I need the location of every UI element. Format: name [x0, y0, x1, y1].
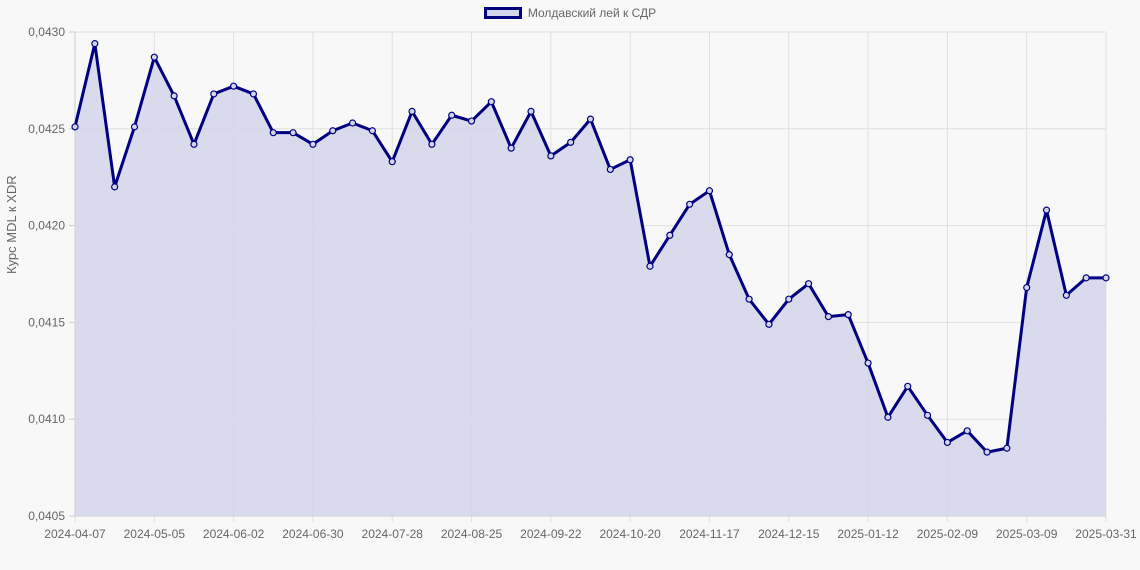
data-point[interactable] — [249, 90, 258, 98]
data-point[interactable] — [686, 200, 694, 208]
data-point[interactable] — [626, 156, 634, 164]
data-point[interactable] — [309, 140, 317, 148]
data-point[interactable] — [1003, 444, 1011, 452]
x-tick-label: 2024-05-05 — [124, 527, 186, 541]
data-point[interactable] — [348, 119, 357, 127]
data-point[interactable] — [368, 127, 377, 135]
x-tick-label: 2025-02-09 — [917, 527, 979, 541]
data-point[interactable] — [864, 359, 872, 367]
data-point[interactable] — [448, 111, 456, 119]
data-point[interactable] — [269, 129, 277, 137]
x-tick-label: 2025-03-09 — [996, 527, 1058, 541]
data-point[interactable] — [170, 92, 178, 100]
y-tick-label: 0,0405 — [28, 509, 65, 523]
data-point[interactable] — [507, 144, 515, 152]
data-point[interactable] — [646, 262, 654, 270]
area-fill — [75, 43, 1106, 517]
data-point[interactable] — [210, 90, 218, 98]
data-point[interactable] — [190, 140, 198, 148]
legend-swatch-icon — [483, 7, 522, 19]
x-tick-label: 2024-06-30 — [282, 527, 344, 541]
x-tick-label: 2024-09-22 — [520, 527, 582, 541]
data-point[interactable] — [467, 117, 476, 125]
data-point[interactable] — [289, 129, 297, 137]
data-point[interactable] — [963, 427, 971, 435]
data-point[interactable] — [428, 140, 436, 148]
x-tick-label: 2024-06-02 — [203, 527, 265, 541]
x-tick-label: 2024-10-20 — [599, 527, 661, 541]
data-point[interactable] — [111, 183, 119, 191]
data-point[interactable] — [71, 123, 79, 131]
x-tick-label: 2025-03-31 — [1075, 527, 1137, 541]
data-point[interactable] — [745, 295, 753, 303]
data-point[interactable] — [1062, 291, 1070, 299]
data-point[interactable] — [983, 448, 991, 456]
data-point[interactable] — [666, 231, 674, 239]
chart-legend: Молдавский лей к СДР — [0, 6, 1140, 22]
y-tick-label: 0,0415 — [28, 315, 65, 329]
data-point[interactable] — [904, 382, 912, 390]
data-point[interactable] — [606, 165, 614, 174]
data-point[interactable] — [230, 82, 238, 90]
x-tick-label: 2024-12-15 — [758, 527, 820, 541]
data-point[interactable] — [1102, 274, 1110, 282]
x-tick-label: 2025-01-12 — [837, 527, 899, 541]
data-point[interactable] — [804, 280, 813, 288]
data-point[interactable] — [547, 152, 555, 160]
y-tick-label: 0,0410 — [28, 412, 65, 426]
data-point[interactable] — [765, 320, 773, 328]
data-point[interactable] — [408, 107, 416, 115]
data-point[interactable] — [527, 107, 535, 115]
data-point[interactable] — [884, 413, 892, 421]
data-point[interactable] — [1042, 206, 1051, 214]
data-point[interactable] — [567, 138, 575, 146]
data-point[interactable] — [130, 123, 139, 131]
data-point[interactable] — [785, 295, 793, 303]
data-point[interactable] — [1023, 283, 1031, 292]
x-tick-label: 2024-04-07 — [44, 527, 106, 541]
data-point[interactable] — [150, 53, 158, 61]
data-point[interactable] — [1082, 274, 1090, 282]
data-point[interactable] — [586, 115, 595, 123]
legend-label: Молдавский лей к СДР — [527, 6, 657, 20]
data-point[interactable] — [705, 187, 714, 195]
data-point[interactable] — [923, 411, 932, 419]
data-point[interactable] — [91, 40, 99, 48]
x-tick-label: 2024-07-28 — [362, 527, 424, 541]
data-point[interactable] — [487, 98, 495, 106]
legend-item[interactable]: Молдавский лей к СДР — [483, 6, 657, 20]
data-point[interactable] — [824, 312, 833, 321]
data-point[interactable] — [725, 251, 733, 259]
y-tick-label: 0,0425 — [28, 122, 65, 136]
x-tick-label: 2024-08-25 — [441, 527, 503, 541]
y-tick-label: 0,0430 — [28, 25, 65, 39]
x-tick-label: 2024-11-17 — [679, 527, 740, 541]
data-point[interactable] — [844, 311, 852, 319]
y-tick-label: 0,0420 — [28, 219, 65, 233]
data-point[interactable] — [388, 158, 396, 166]
data-point[interactable] — [329, 127, 337, 135]
data-point[interactable] — [943, 438, 951, 447]
